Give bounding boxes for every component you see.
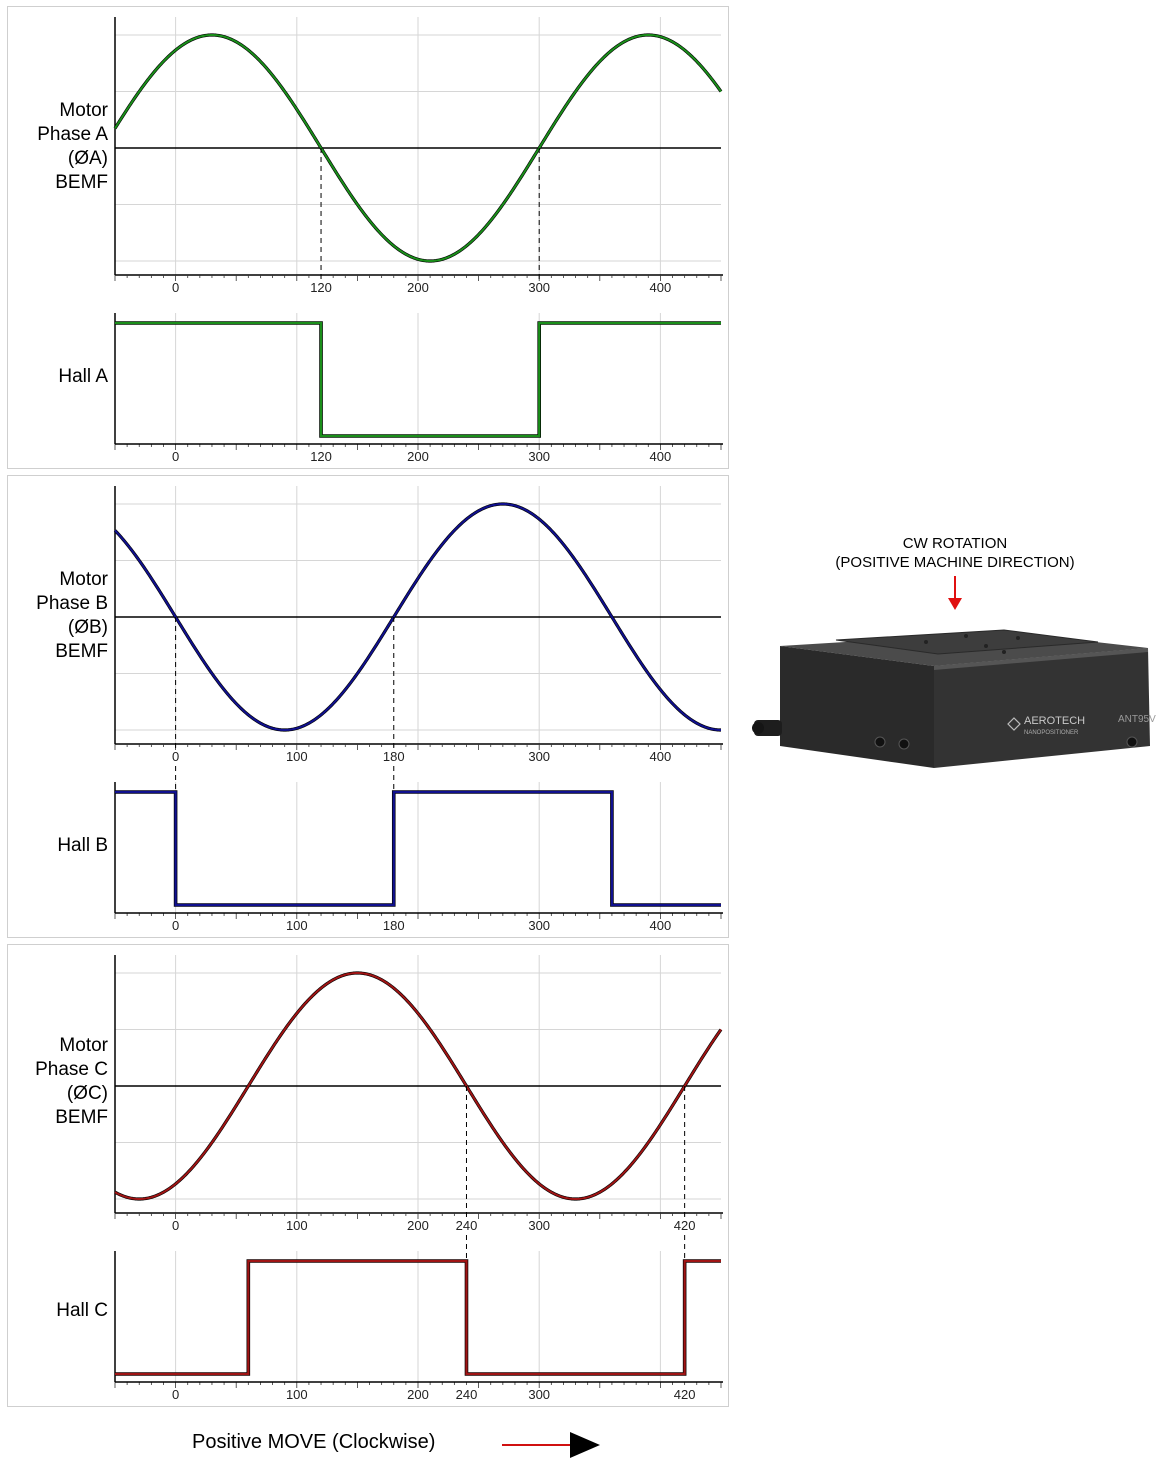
x-tick-label: 200 (407, 280, 429, 295)
hall-a-label: Hall A (58, 366, 108, 387)
x-tick-label: 0 (172, 1387, 179, 1402)
x-tick-label: 100 (286, 1218, 308, 1233)
phase-b-panel: Motor Phase B (ØB) BEMF Hall B 0 100 180 30… (7, 475, 729, 938)
phase-a-chart: 0 120 200 300 400 0 120 200 300 400 (113, 17, 723, 464)
x-tick-label: 200 (407, 1387, 429, 1402)
x-tick-label: 0 (172, 1218, 179, 1233)
phase-b-bemf-label: Motor Phase B (ØB) BEMF (36, 569, 108, 662)
x-tick-label: 400 (650, 749, 672, 764)
x-tick-label: 120 (310, 449, 332, 464)
hall-signal-line (115, 790, 721, 907)
positive-move-arrow-icon (502, 1432, 600, 1458)
phase-c-bemf-label: Motor Phase C (ØC) BEMF (35, 1035, 108, 1128)
x-tick-label: 120 (310, 280, 332, 295)
x-tick-label: 200 (407, 449, 429, 464)
x-tick-label: 100 (286, 918, 308, 933)
bemf-sine-line (114, 502, 722, 732)
stage-sub-text: NANOPOSITIONER (1024, 730, 1079, 736)
red-down-arrow-icon (948, 576, 962, 610)
x-tick-label: 0 (172, 280, 179, 295)
x-tick-label: 100 (286, 1387, 308, 1402)
x-tick-label: 300 (528, 280, 550, 295)
positive-move-label: Positive MOVE (Clockwise) (192, 1431, 436, 1453)
x-tick-label: 300 (528, 749, 550, 764)
x-tick-label: 0 (172, 449, 179, 464)
phase-b-chart: 0 100 180 300 400 0 100 180 300 400 (113, 486, 723, 933)
x-tick-label: 400 (650, 918, 672, 933)
x-tick-label: 180 (383, 918, 405, 933)
phase-a-panel: Motor Phase A (ØA) BEMF Hall A 0 120 200 30… (7, 6, 729, 469)
hall-signal-line (115, 1259, 721, 1376)
x-tick-label: 300 (528, 449, 550, 464)
hall-b-label: Hall B (57, 835, 108, 856)
x-tick-label: 180 (383, 749, 405, 764)
bemf-sine-line (114, 33, 722, 263)
phase-a-bemf-label: Motor Phase A (ØA) BEMF (37, 100, 108, 193)
stage-brand-text: AEROTECH (1024, 715, 1085, 727)
bemf-sine-line (114, 971, 722, 1201)
hall-c-label: Hall C (56, 1300, 108, 1321)
phase-c-panel: Motor Phase C (ØC) BEMF Hall C 0 100 200 24… (7, 944, 729, 1407)
stage-model-text: ANT95V (1118, 714, 1156, 725)
x-tick-label: 240 (456, 1387, 478, 1402)
x-tick-label: 200 (407, 1218, 429, 1233)
x-tick-label: 300 (528, 918, 550, 933)
x-tick-label: 100 (286, 749, 308, 764)
x-tick-label: 420 (674, 1387, 696, 1402)
aerotech-stage-image: AEROTECH NANOPOSITIONER ANT95V (752, 629, 1156, 768)
x-tick-label: 300 (528, 1218, 550, 1233)
x-tick-label: 240 (456, 1218, 478, 1233)
x-tick-label: 420 (674, 1218, 696, 1233)
rotation-note-line1: CW ROTATION (902, 535, 1008, 552)
x-tick-label: 300 (528, 1387, 550, 1402)
hall-signal-line (115, 321, 721, 438)
rotation-note-line2: (POSITIVE MACHINE DIRECTION) (835, 554, 1075, 571)
cw-rotation-note: CW ROTATION (POSITIVE MACHINE DIRECTION) (800, 534, 1110, 572)
x-tick-label: 400 (650, 280, 672, 295)
x-tick-label: 0 (172, 918, 179, 933)
x-tick-label: 0 (172, 749, 179, 764)
x-tick-label: 400 (650, 449, 672, 464)
phase-c-chart: 0 100 200 240 300 420 0 100 200 240 300 420 (114, 955, 723, 1402)
